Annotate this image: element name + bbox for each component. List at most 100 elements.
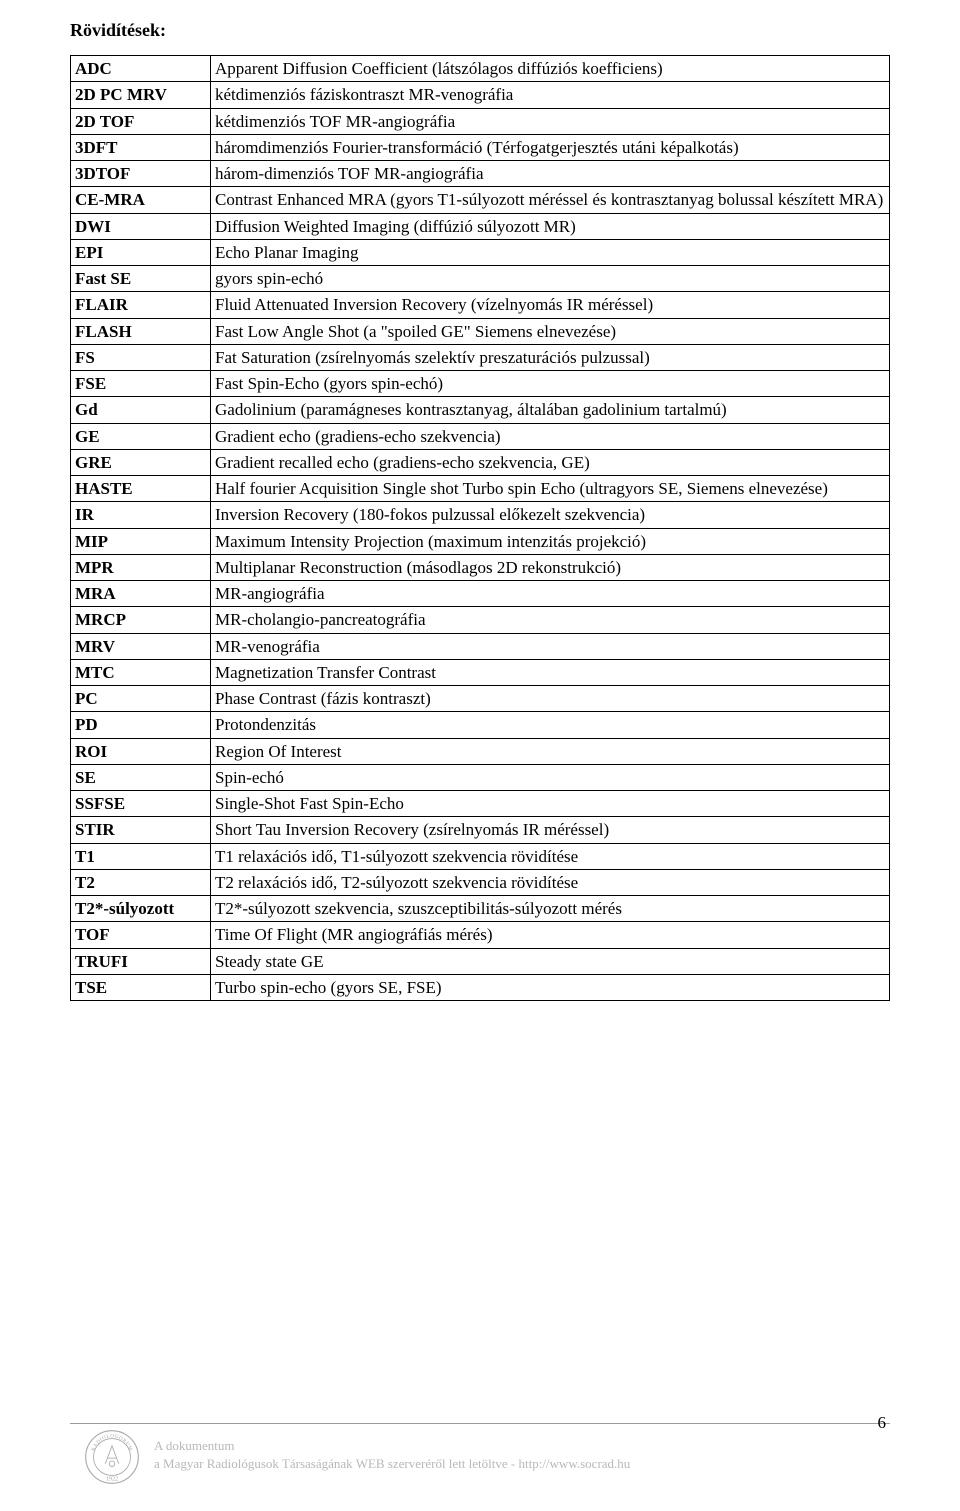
table-row: TOFTime Of Flight (MR angiográfiás mérés… xyxy=(71,922,890,948)
abbr-value: Magnetization Transfer Contrast xyxy=(211,659,890,685)
abbr-key: SE xyxy=(71,764,211,790)
abbr-key: HASTE xyxy=(71,476,211,502)
abbr-key: PC xyxy=(71,686,211,712)
abbr-value: Apparent Diffusion Coefficient (látszóla… xyxy=(211,56,890,82)
abbr-key: MRA xyxy=(71,581,211,607)
abbr-value: Half fourier Acquisition Single shot Tur… xyxy=(211,476,890,502)
table-row: TRUFISteady state GE xyxy=(71,948,890,974)
table-row: SESpin-echó xyxy=(71,764,890,790)
page-number: 6 xyxy=(878,1413,887,1433)
table-row: EPIEcho Planar Imaging xyxy=(71,239,890,265)
table-row: FSEFast Spin-Echo (gyors spin-echó) xyxy=(71,371,890,397)
abbr-value: T1 relaxációs idő, T1-súlyozott szekvenc… xyxy=(211,843,890,869)
abbr-key: DWI xyxy=(71,213,211,239)
abbr-key: 2D PC MRV xyxy=(71,82,211,108)
abbr-key: MPR xyxy=(71,554,211,580)
footer-rule xyxy=(70,1423,890,1424)
abbr-value: Fat Saturation (zsírelnyomás szelektív p… xyxy=(211,344,890,370)
abbr-value: kétdimenziós fáziskontraszt MR-venográfi… xyxy=(211,82,890,108)
abbr-key: MTC xyxy=(71,659,211,685)
table-row: FLASHFast Low Angle Shot (a "spoiled GE"… xyxy=(71,318,890,344)
abbr-value: Fast Low Angle Shot (a "spoiled GE" Siem… xyxy=(211,318,890,344)
abbr-value: T2*-súlyozott szekvencia, szuszceptibili… xyxy=(211,896,890,922)
abbr-key: TSE xyxy=(71,974,211,1000)
abbr-value: Steady state GE xyxy=(211,948,890,974)
abbr-value: Single-Shot Fast Spin-Echo xyxy=(211,791,890,817)
table-row: FLAIRFluid Attenuated Inversion Recovery… xyxy=(71,292,890,318)
seal-year: 1922 xyxy=(106,1477,118,1483)
abbr-key: SSFSE xyxy=(71,791,211,817)
abbr-key: IR xyxy=(71,502,211,528)
abbr-value: Contrast Enhanced MRA (gyors T1-súlyozot… xyxy=(211,187,890,213)
footer-line2-text: a Magyar Radiológusok Társaságának WEB s… xyxy=(154,1456,518,1471)
table-row: 3DFTháromdimenziós Fourier-transformáció… xyxy=(71,134,890,160)
table-row: IRInversion Recovery (180-fokos pulzussa… xyxy=(71,502,890,528)
table-row: T2T2 relaxációs idő, T2-súlyozott szekve… xyxy=(71,869,890,895)
abbr-key: PD xyxy=(71,712,211,738)
table-row: SSFSESingle-Shot Fast Spin-Echo xyxy=(71,791,890,817)
table-row: MPRMultiplanar Reconstruction (másodlago… xyxy=(71,554,890,580)
abbr-key: MRCP xyxy=(71,607,211,633)
abbr-key: ADC xyxy=(71,56,211,82)
abbr-key: MRV xyxy=(71,633,211,659)
abbr-value: kétdimenziós TOF MR-angiográfia xyxy=(211,108,890,134)
abbr-key: CE-MRA xyxy=(71,187,211,213)
table-row: 2D PC MRVkétdimenziós fáziskontraszt MR-… xyxy=(71,82,890,108)
abbr-key: GRE xyxy=(71,449,211,475)
table-row: PDProtondenzitás xyxy=(71,712,890,738)
table-row: MTCMagnetization Transfer Contrast xyxy=(71,659,890,685)
abbr-key: FLASH xyxy=(71,318,211,344)
abbr-value: Spin-echó xyxy=(211,764,890,790)
abbr-value: MR-venográfia xyxy=(211,633,890,659)
table-row: PCPhase Contrast (fázis kontraszt) xyxy=(71,686,890,712)
abbr-value: Inversion Recovery (180-fokos pulzussal … xyxy=(211,502,890,528)
abbr-value: Region Of Interest xyxy=(211,738,890,764)
abbr-key: EPI xyxy=(71,239,211,265)
abbr-key: 3DTOF xyxy=(71,161,211,187)
table-row: STIRShort Tau Inversion Recovery (zsírel… xyxy=(71,817,890,843)
abbr-key: FS xyxy=(71,344,211,370)
abbr-key: T1 xyxy=(71,843,211,869)
abbr-key: T2*-súlyozott xyxy=(71,896,211,922)
footer-line1: A dokumentum xyxy=(154,1438,235,1453)
table-row: 3DTOFhárom-dimenziós TOF MR-angiográfia xyxy=(71,161,890,187)
table-row: 2D TOFkétdimenziós TOF MR-angiográfia xyxy=(71,108,890,134)
abbr-key: T2 xyxy=(71,869,211,895)
abbr-key: 2D TOF xyxy=(71,108,211,134)
table-row: T1T1 relaxációs idő, T1-súlyozott szekve… xyxy=(71,843,890,869)
abbr-key: GE xyxy=(71,423,211,449)
abbr-key: TRUFI xyxy=(71,948,211,974)
table-row: MRCPMR-cholangio-pancreatográfia xyxy=(71,607,890,633)
table-row: TSETurbo spin-echo (gyors SE, FSE) xyxy=(71,974,890,1000)
abbr-value: Time Of Flight (MR angiográfiás mérés) xyxy=(211,922,890,948)
table-row: FSFat Saturation (zsírelnyomás szelektív… xyxy=(71,344,890,370)
abbr-value: Diffusion Weighted Imaging (diffúzió súl… xyxy=(211,213,890,239)
abbr-value: Fast Spin-Echo (gyors spin-echó) xyxy=(211,371,890,397)
page-title: Rövidítések: xyxy=(70,20,890,41)
abbr-value: Turbo spin-echo (gyors SE, FSE) xyxy=(211,974,890,1000)
abbr-value: gyors spin-echó xyxy=(211,266,890,292)
abbr-key: STIR xyxy=(71,817,211,843)
abbr-value: Gradient recalled echo (gradiens-echo sz… xyxy=(211,449,890,475)
table-row: MRVMR-venográfia xyxy=(71,633,890,659)
abbreviations-tbody: ADCApparent Diffusion Coefficient (látsz… xyxy=(71,56,890,1001)
abbr-key: MIP xyxy=(71,528,211,554)
abbr-key: Fast SE xyxy=(71,266,211,292)
table-row: GdGadolinium (paramágneses kontrasztanya… xyxy=(71,397,890,423)
abbr-key: Gd xyxy=(71,397,211,423)
table-row: T2*-súlyozottT2*-súlyozott szekvencia, s… xyxy=(71,896,890,922)
table-row: CE-MRAContrast Enhanced MRA (gyors T1-sú… xyxy=(71,187,890,213)
abbr-key: FLAIR xyxy=(71,292,211,318)
table-row: ADCApparent Diffusion Coefficient (látsz… xyxy=(71,56,890,82)
abbr-value: Short Tau Inversion Recovery (zsírelnyom… xyxy=(211,817,890,843)
page-footer: 6 RADIOLOGORUM 1922 A dokumentum a Magya… xyxy=(0,1423,960,1493)
abbr-value: Maximum Intensity Projection (maximum in… xyxy=(211,528,890,554)
table-row: ROIRegion Of Interest xyxy=(71,738,890,764)
abbr-value: Phase Contrast (fázis kontraszt) xyxy=(211,686,890,712)
abbr-value: háromdimenziós Fourier-transformáció (Té… xyxy=(211,134,890,160)
abbr-value: Protondenzitás xyxy=(211,712,890,738)
footer-link[interactable]: http://www.socrad.hu xyxy=(518,1456,630,1471)
table-row: GREGradient recalled echo (gradiens-echo… xyxy=(71,449,890,475)
abbr-value: T2 relaxációs idő, T2-súlyozott szekvenc… xyxy=(211,869,890,895)
abbr-value: MR-cholangio-pancreatográfia xyxy=(211,607,890,633)
